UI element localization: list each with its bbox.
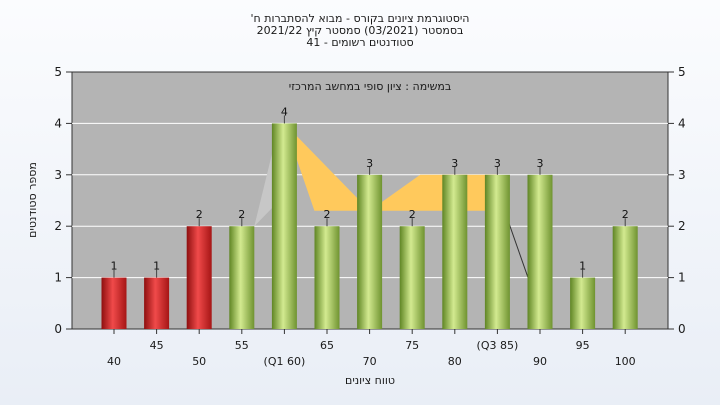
bar — [399, 226, 425, 329]
y-tick-label-left: 1 — [54, 271, 62, 285]
y-tick-label-right: 2 — [678, 219, 686, 233]
bar — [357, 174, 383, 329]
x-tick-label: 40 — [107, 355, 121, 368]
bar — [271, 123, 297, 330]
y-tick-label-right: 3 — [678, 168, 686, 182]
bar-value-label: 2 — [622, 208, 629, 221]
bar-value-label: 2 — [324, 208, 331, 221]
data-labels: 1 1 2 2 4 2 3 2 3 3 3 1 2 — [111, 105, 629, 272]
y-tick-label-left: 4 — [54, 116, 62, 130]
bar — [442, 174, 468, 329]
x-tick-label: 55 — [235, 339, 249, 352]
bar-value-label: 2 — [409, 208, 416, 221]
y-axis-label: מספר סטודנטים — [26, 162, 39, 238]
bar — [314, 226, 340, 329]
y-axis-right: 0 1 2 3 4 5 — [668, 65, 686, 336]
x-tick-label: 75 — [405, 339, 419, 352]
bar-series — [101, 115, 638, 330]
bar-value-label: 2 — [196, 208, 203, 221]
bar-value-label: 4 — [281, 105, 288, 118]
x-tick-label: 90 — [533, 355, 547, 368]
x-tick-label: 95 — [576, 339, 590, 352]
x-tick-label: 100 — [615, 355, 636, 368]
y-tick-label-left: 2 — [54, 219, 62, 233]
y-tick-label-left: 0 — [54, 322, 62, 336]
x-tick-label: 70 — [363, 355, 377, 368]
bar-value-label: 3 — [494, 157, 501, 170]
bar — [612, 226, 638, 329]
y-tick-label-left: 5 — [54, 65, 62, 79]
x-tick-label: 65 — [320, 339, 334, 352]
bar-value-label: 2 — [238, 208, 245, 221]
chart-title-line-2: בסמסטר (03/2021) סמסטר קיץ 2021/22 — [257, 24, 464, 37]
x-tick-label: 45 — [150, 339, 164, 352]
y-tick-label-right: 1 — [678, 271, 686, 285]
x-tick-label: (Q3 85) — [477, 339, 519, 352]
x-tick-label: 50 — [192, 355, 206, 368]
y-tick-label-right: 4 — [678, 116, 686, 130]
plot-inner-label: במשימה : ציון סופי במחשב המרכזי — [289, 80, 452, 93]
bar — [229, 226, 255, 329]
bar — [144, 277, 170, 329]
bar — [101, 277, 127, 329]
bar — [186, 226, 212, 329]
x-axis-label: טווח ציונים — [345, 374, 395, 387]
chart-title-line-3: סטודנטים רשומים - 41 — [306, 36, 413, 49]
chart-title-line-1: 'היסטוגרמת ציונים בקורס - מבוא להסתברות … — [251, 12, 470, 25]
bar-value-label: 1 — [111, 260, 118, 273]
bar-value-label: 3 — [366, 157, 373, 170]
y-tick-label-right: 0 — [678, 322, 686, 336]
bar-value-label: 3 — [537, 157, 544, 170]
x-tick-label: (Q1 60) — [264, 355, 306, 368]
bar — [484, 174, 510, 329]
y-tick-label-right: 5 — [678, 65, 686, 79]
x-tick-label: 80 — [448, 355, 462, 368]
bar-value-label: 1 — [153, 260, 160, 273]
y-tick-label-left: 3 — [54, 168, 62, 182]
bar-value-label: 3 — [451, 157, 458, 170]
bar-value-label: 1 — [579, 260, 586, 273]
x-axis: 40 45 50 55 (Q1 60) 65 70 75 80 (Q3 85) 90 95 100 — [107, 329, 636, 368]
y-axis-left: 0 1 2 3 4 5 — [54, 65, 72, 336]
chart-title: 'היסטוגרמת ציונים בקורס - מבוא להסתברות … — [251, 12, 470, 49]
bar — [570, 277, 596, 329]
bar — [527, 174, 553, 329]
